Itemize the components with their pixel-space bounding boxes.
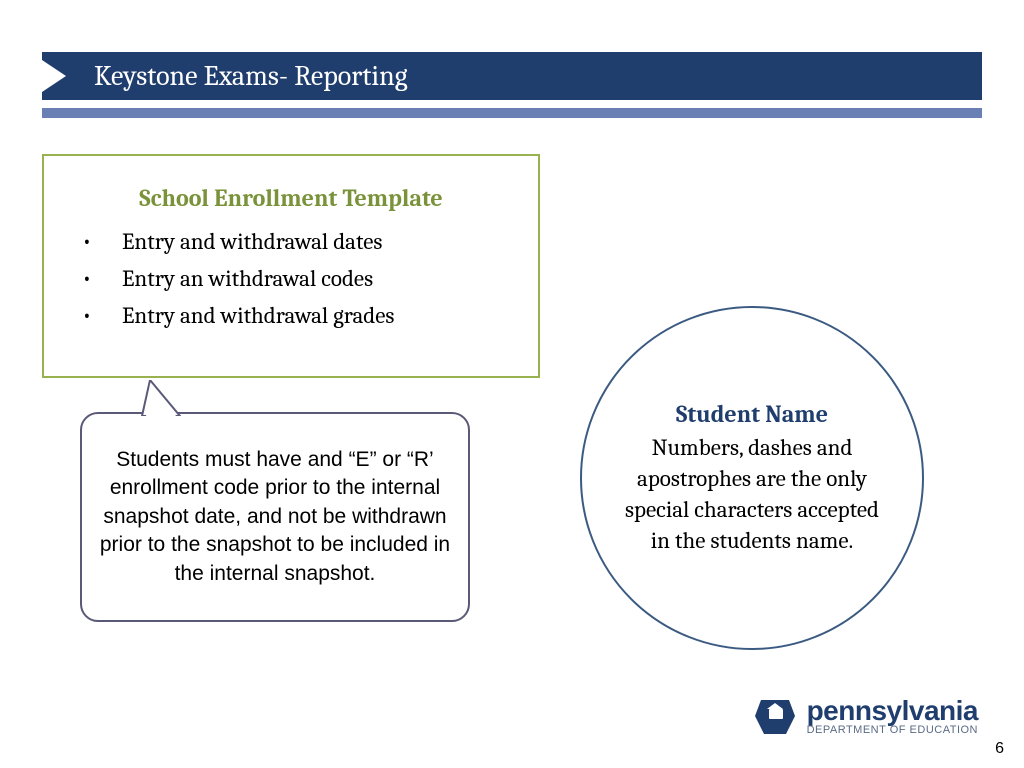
pennsylvania-logo: pennsylvania DEPARTMENT OF EDUCATION <box>753 694 978 738</box>
logo-brand-text: pennsylvania <box>807 697 978 725</box>
enrollment-box-title: School Enrollment Template <box>64 184 518 212</box>
list-item: Entry and withdrawal dates <box>82 224 518 261</box>
logo-subtitle-text: DEPARTMENT OF EDUCATION <box>807 725 978 736</box>
enrollment-bullet-list: Entry and withdrawal dates Entry an with… <box>64 224 518 334</box>
list-item: Entry and withdrawal grades <box>82 298 518 335</box>
callout-tail-icon <box>140 380 190 416</box>
page-number: 6 <box>995 740 1004 758</box>
student-name-circle: Student Name Numbers, dashes and apostro… <box>580 306 924 650</box>
page-title: Keystone Exams- Reporting <box>94 60 408 92</box>
title-bar: Keystone Exams- Reporting <box>42 52 982 100</box>
circle-text: Numbers, dashes and apostrophes are the … <box>622 432 882 556</box>
enrollment-template-box: School Enrollment Template Entry and wit… <box>42 154 540 378</box>
callout-speech-box: Students must have and “E” or “R’ enroll… <box>80 412 470 622</box>
callout-text: Students must have and “E” or “R’ enroll… <box>96 446 454 588</box>
list-item: Entry an withdrawal codes <box>82 261 518 298</box>
circle-title: Student Name <box>676 400 828 428</box>
title-sub-bar <box>42 108 982 118</box>
logo-text: pennsylvania DEPARTMENT OF EDUCATION <box>807 697 978 736</box>
keystone-icon <box>753 694 797 738</box>
title-arrow-icon <box>42 60 66 92</box>
